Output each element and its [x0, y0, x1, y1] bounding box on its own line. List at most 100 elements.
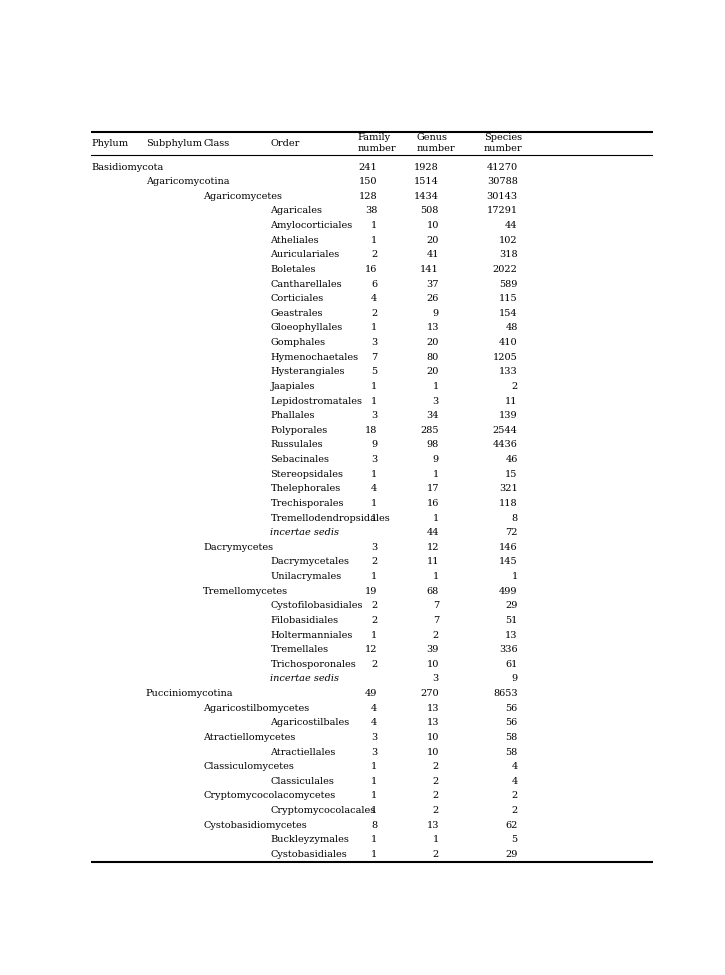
Text: 16: 16 — [426, 499, 439, 508]
Text: 133: 133 — [499, 368, 518, 376]
Text: Cystobasidiales: Cystobasidiales — [270, 850, 347, 859]
Text: 2: 2 — [511, 382, 518, 391]
Text: 39: 39 — [426, 645, 439, 654]
Text: Agaricales: Agaricales — [270, 207, 323, 215]
Text: 3: 3 — [371, 455, 377, 464]
Text: 589: 589 — [500, 280, 518, 289]
Text: 2: 2 — [433, 792, 439, 800]
Text: 3: 3 — [433, 675, 439, 683]
Text: Atheliales: Atheliales — [270, 236, 319, 245]
Text: 2: 2 — [371, 251, 377, 259]
Text: 80: 80 — [427, 353, 439, 362]
Text: 12: 12 — [365, 645, 377, 654]
Text: 1: 1 — [371, 777, 377, 786]
Text: 499: 499 — [499, 587, 518, 596]
Text: incertae sedis: incertae sedis — [270, 675, 339, 683]
Text: 5: 5 — [371, 368, 377, 376]
Text: 17291: 17291 — [486, 207, 518, 215]
Text: 3: 3 — [433, 397, 439, 406]
Text: Tremellales: Tremellales — [270, 645, 328, 654]
Text: Holtermanniales: Holtermanniales — [270, 631, 353, 640]
Text: 8: 8 — [512, 514, 518, 523]
Text: 7: 7 — [433, 602, 439, 610]
Text: 2: 2 — [511, 792, 518, 800]
Text: 56: 56 — [505, 719, 518, 727]
Text: 1: 1 — [433, 382, 439, 391]
Text: 44: 44 — [426, 528, 439, 537]
Text: 1: 1 — [371, 792, 377, 800]
Text: 20: 20 — [426, 368, 439, 376]
Text: 1205: 1205 — [493, 353, 518, 362]
Text: Corticiales: Corticiales — [270, 294, 323, 303]
Text: Boletales: Boletales — [270, 265, 316, 274]
Text: Hymenochaetales: Hymenochaetales — [270, 353, 359, 362]
Text: Genus
number: Genus number — [416, 134, 455, 153]
Text: 1: 1 — [371, 324, 377, 332]
Text: 4: 4 — [511, 762, 518, 771]
Text: Unilacrymales: Unilacrymales — [270, 572, 341, 581]
Text: 3: 3 — [371, 733, 377, 742]
Text: 2: 2 — [433, 762, 439, 771]
Text: 37: 37 — [426, 280, 439, 289]
Text: 410: 410 — [499, 338, 518, 347]
Text: 29: 29 — [505, 850, 518, 859]
Text: 1: 1 — [371, 236, 377, 245]
Text: 2: 2 — [371, 602, 377, 610]
Text: 1: 1 — [371, 572, 377, 581]
Text: 30143: 30143 — [486, 192, 518, 201]
Text: 9: 9 — [433, 309, 439, 318]
Text: Classiculales: Classiculales — [270, 777, 334, 786]
Text: 29: 29 — [505, 602, 518, 610]
Text: 7: 7 — [433, 616, 439, 625]
Text: Classiculomycetes: Classiculomycetes — [203, 762, 294, 771]
Text: Lepidostromatales: Lepidostromatales — [270, 397, 362, 406]
Text: 285: 285 — [420, 426, 439, 435]
Text: Atractiellomycetes: Atractiellomycetes — [203, 733, 295, 742]
Text: 508: 508 — [420, 207, 439, 215]
Text: 6: 6 — [371, 280, 377, 289]
Text: 318: 318 — [499, 251, 518, 259]
Text: Agaricostilbomycetes: Agaricostilbomycetes — [203, 704, 310, 713]
Text: Polyporales: Polyporales — [270, 426, 328, 435]
Text: 146: 146 — [499, 543, 518, 552]
Text: 16: 16 — [365, 265, 377, 274]
Text: 15: 15 — [505, 470, 518, 479]
Text: 30788: 30788 — [486, 177, 518, 186]
Text: Tremellomycetes: Tremellomycetes — [203, 587, 288, 596]
Text: 3: 3 — [371, 748, 377, 757]
Text: 46: 46 — [505, 455, 518, 464]
Text: Species
number: Species number — [484, 134, 523, 153]
Text: 9: 9 — [512, 675, 518, 683]
Text: 41270: 41270 — [486, 163, 518, 172]
Text: 11: 11 — [505, 397, 518, 406]
Text: 1: 1 — [371, 221, 377, 230]
Text: 2: 2 — [433, 806, 439, 815]
Text: 13: 13 — [426, 719, 439, 727]
Text: 2022: 2022 — [493, 265, 518, 274]
Text: 4436: 4436 — [493, 441, 518, 449]
Text: 1514: 1514 — [414, 177, 439, 186]
Text: 13: 13 — [505, 631, 518, 640]
Text: 141: 141 — [420, 265, 439, 274]
Text: 20: 20 — [426, 338, 439, 347]
Text: 49: 49 — [365, 689, 377, 698]
Text: 1: 1 — [371, 382, 377, 391]
Text: 1: 1 — [371, 836, 377, 844]
Text: Family
number: Family number — [357, 134, 396, 153]
Text: 20: 20 — [426, 236, 439, 245]
Text: 4: 4 — [371, 485, 377, 493]
Text: Russulales: Russulales — [270, 441, 323, 449]
Text: 7: 7 — [371, 353, 377, 362]
Text: 44: 44 — [505, 221, 518, 230]
Text: Auriculariales: Auriculariales — [270, 251, 340, 259]
Text: 26: 26 — [426, 294, 439, 303]
Text: Amylocorticiales: Amylocorticiales — [270, 221, 352, 230]
Text: 3: 3 — [371, 338, 377, 347]
Text: Dacrymycetales: Dacrymycetales — [270, 558, 349, 566]
Text: incertae sedis: incertae sedis — [270, 528, 339, 537]
Text: Pucciniomycotina: Pucciniomycotina — [146, 689, 233, 698]
Text: 18: 18 — [365, 426, 377, 435]
Text: 1: 1 — [371, 850, 377, 859]
Text: 1: 1 — [433, 836, 439, 844]
Text: 8653: 8653 — [493, 689, 518, 698]
